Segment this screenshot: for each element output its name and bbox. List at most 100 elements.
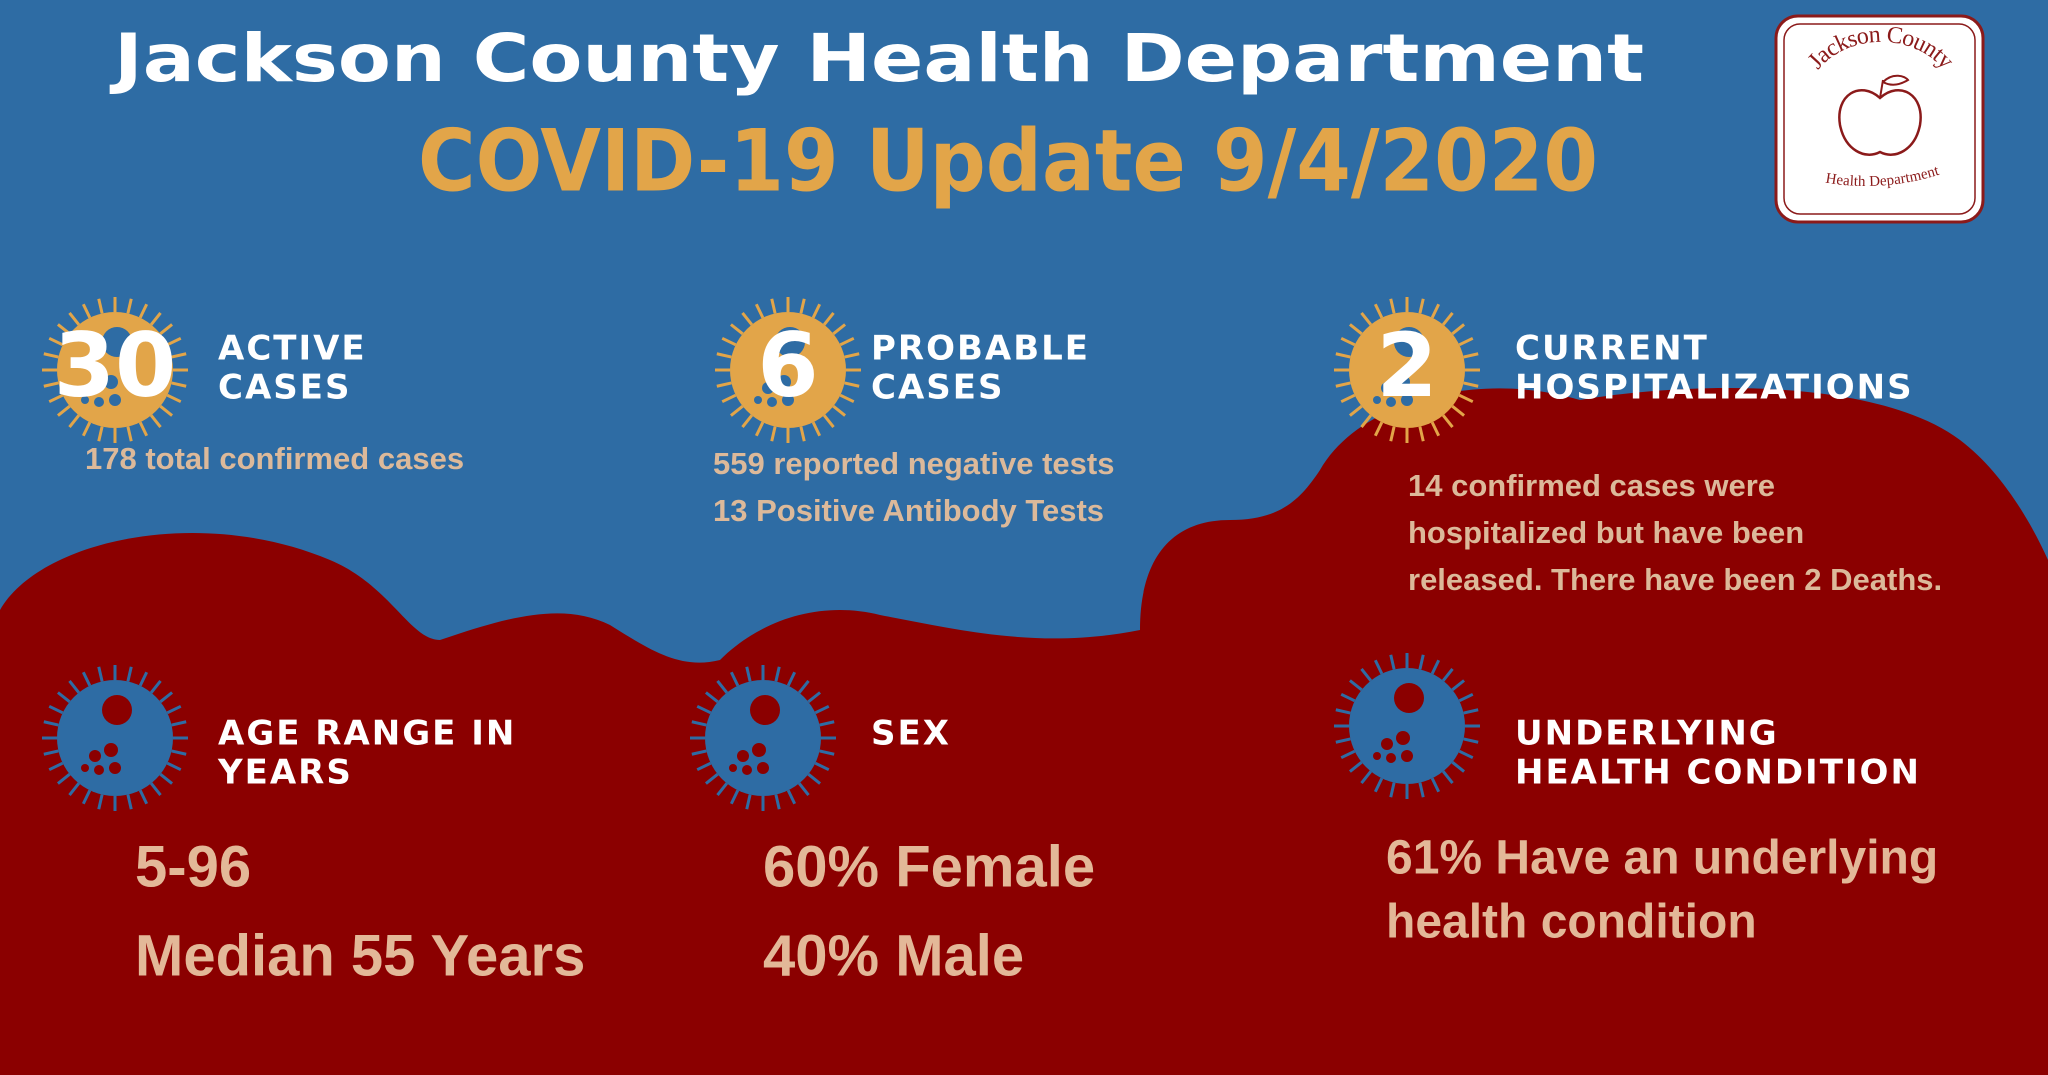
icon-spike <box>822 311 835 326</box>
icon-spike <box>1418 654 1425 670</box>
icon-spike <box>56 691 71 704</box>
cloud-background <box>0 388 2048 1075</box>
icon-dot <box>1386 753 1396 763</box>
icon-spike <box>839 393 855 404</box>
stat-label: PROBABLE <box>871 329 1090 369</box>
icon-spike <box>68 782 81 797</box>
icon-spike <box>1458 749 1474 760</box>
icon-spike <box>1441 770 1454 785</box>
icon-spike <box>691 749 707 756</box>
icon-spike <box>741 414 754 429</box>
icon-dot <box>767 397 777 407</box>
icon-spike <box>149 311 162 326</box>
icon-spike <box>721 393 737 404</box>
icon-spike <box>1430 303 1441 319</box>
icon-spike <box>1441 414 1454 429</box>
icon-spike <box>1458 393 1474 404</box>
icon-spike <box>729 671 740 687</box>
icon-spike <box>811 303 822 319</box>
stat-number: 6 <box>757 314 818 417</box>
demographic-detail: 40% Male <box>763 923 1024 988</box>
icon-spike <box>1335 352 1351 359</box>
icon-spike <box>81 789 92 805</box>
icon-spike <box>797 782 810 797</box>
icon-spike <box>43 352 59 359</box>
icon-spike <box>786 789 797 805</box>
icon-spike <box>166 393 182 404</box>
icon-spike <box>797 679 810 694</box>
logo-apple <box>1838 88 1922 156</box>
icon-spike <box>1373 659 1384 675</box>
icon-spike <box>774 794 781 810</box>
icon-spike <box>43 381 59 388</box>
icon-spike <box>704 772 719 785</box>
icon-spike <box>1463 708 1479 715</box>
icon-spike <box>1451 679 1466 692</box>
icon-spike <box>696 761 712 772</box>
icon-spike <box>126 298 133 314</box>
icon-spike <box>126 666 133 682</box>
icon-spike <box>1451 404 1466 417</box>
icon-spike <box>691 720 707 727</box>
icon-dot <box>1401 750 1413 762</box>
icon-spike <box>138 421 149 437</box>
logo-inner-frame <box>1783 23 1976 215</box>
stat-label: CURRENT <box>1515 329 1709 369</box>
icon-dot <box>742 765 752 775</box>
icon-spike <box>1463 381 1479 388</box>
icon-dot <box>81 764 89 772</box>
icon-spike <box>1418 426 1425 442</box>
icon-spike <box>774 666 781 682</box>
icon-spike <box>799 298 806 314</box>
icons <box>42 297 1480 811</box>
icon-spike <box>97 298 104 314</box>
icon-spike <box>138 789 149 805</box>
icon-spike <box>716 381 732 388</box>
icon-dot <box>729 764 737 772</box>
icon-spike <box>171 352 187 359</box>
icon-dot <box>1373 396 1381 404</box>
demographic-detail: 5-96 <box>135 834 251 899</box>
icon-spike <box>839 336 855 347</box>
stat-label: HOSPITALIZATIONS <box>1515 368 1914 408</box>
icon-dot <box>750 695 780 725</box>
icon-spike <box>832 323 847 336</box>
icon-spike <box>1430 777 1441 793</box>
icon-spike <box>814 704 830 715</box>
icon-spike <box>171 749 187 756</box>
icon-spike <box>43 720 59 727</box>
demographic-detail: 61% Have an underlying <box>1386 832 1938 885</box>
icon-spike <box>1348 404 1363 417</box>
icon-spike <box>1360 667 1373 682</box>
icon-spike <box>1373 303 1384 319</box>
icon-spike <box>696 704 712 715</box>
icon-spike <box>741 311 754 326</box>
icon-dot <box>1396 731 1410 745</box>
icon-dot <box>762 382 774 394</box>
icon-spike <box>48 761 64 772</box>
icon-spike <box>81 421 92 437</box>
icon-dot <box>737 750 749 762</box>
icon-spike <box>166 704 182 715</box>
stat-detail: 14 confirmed cases were <box>1408 468 1775 503</box>
icon-spike <box>1451 323 1466 336</box>
icon-dot <box>1401 394 1413 406</box>
logo-frame <box>1774 14 1985 224</box>
icon-spike <box>844 352 860 359</box>
icon-spike <box>68 679 81 694</box>
stat-number: 30 <box>54 314 176 417</box>
icon-spike <box>166 336 182 347</box>
icon-dot <box>109 762 121 774</box>
icon-spike <box>1458 336 1474 347</box>
icon-dot <box>775 327 805 357</box>
icon-spike <box>149 414 162 429</box>
icon-spike <box>770 426 777 442</box>
icon-spike <box>159 772 174 785</box>
icon-spike <box>745 794 752 810</box>
logo-stem <box>1879 74 1910 99</box>
icon-dot <box>102 695 132 725</box>
icon-dot <box>777 375 791 389</box>
icon-dot <box>104 375 118 389</box>
icon-spike <box>729 323 744 336</box>
